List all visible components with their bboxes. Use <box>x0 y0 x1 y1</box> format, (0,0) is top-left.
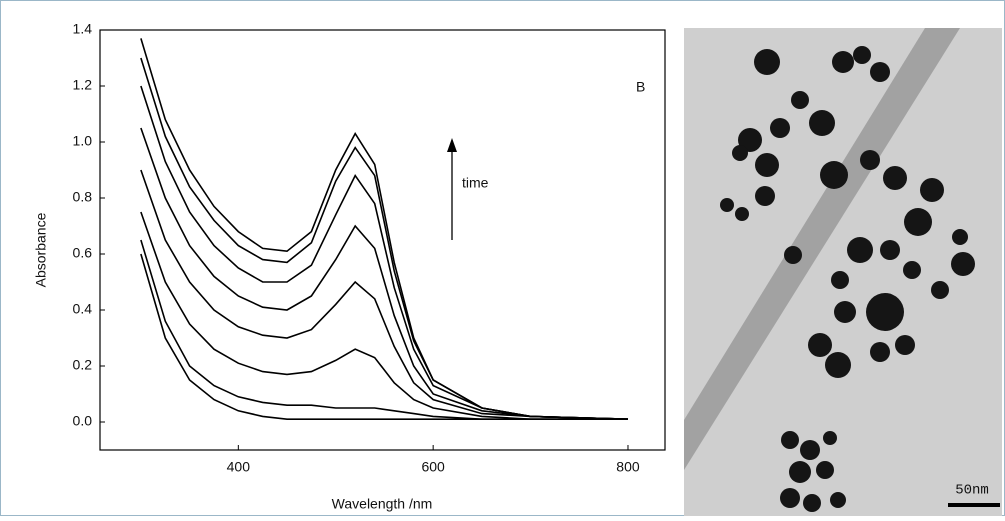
scale-bar <box>948 503 1000 507</box>
y-tick-label: 0.4 <box>73 301 93 317</box>
spectrum-line <box>140 169 629 420</box>
x-tick-label: 600 <box>421 459 445 475</box>
y-tick-label: 0.6 <box>73 245 93 261</box>
x-axis-label: Wavelength /nm <box>332 496 433 512</box>
panel-label: B <box>636 79 645 95</box>
y-axis-label: Absorbance <box>33 212 49 287</box>
y-tick-label: 0.2 <box>73 357 93 373</box>
spectrum-line <box>140 253 628 420</box>
spectrum-line <box>140 85 629 420</box>
arrow-head <box>447 138 457 152</box>
y-tick-label: 1.2 <box>73 77 93 93</box>
arrow-label: time <box>462 175 489 191</box>
x-tick-label: 400 <box>227 459 251 475</box>
scale-bar-label: 50nm <box>955 483 989 499</box>
spectrum-line <box>140 38 629 420</box>
y-tick-label: 1.4 <box>73 21 93 37</box>
spectrum-line <box>140 239 628 420</box>
x-tick-label: 800 <box>616 459 640 475</box>
plot-frame <box>99 29 666 451</box>
y-tick-label: 0.0 <box>73 413 93 429</box>
spectrum-line <box>140 211 628 420</box>
image-band <box>684 28 960 470</box>
particles <box>720 46 975 512</box>
spectrum-line <box>140 127 629 420</box>
tem-image: 50nm <box>684 28 1002 516</box>
y-tick-label: 0.8 <box>73 189 93 205</box>
y-tick-label: 1.0 <box>73 133 93 149</box>
